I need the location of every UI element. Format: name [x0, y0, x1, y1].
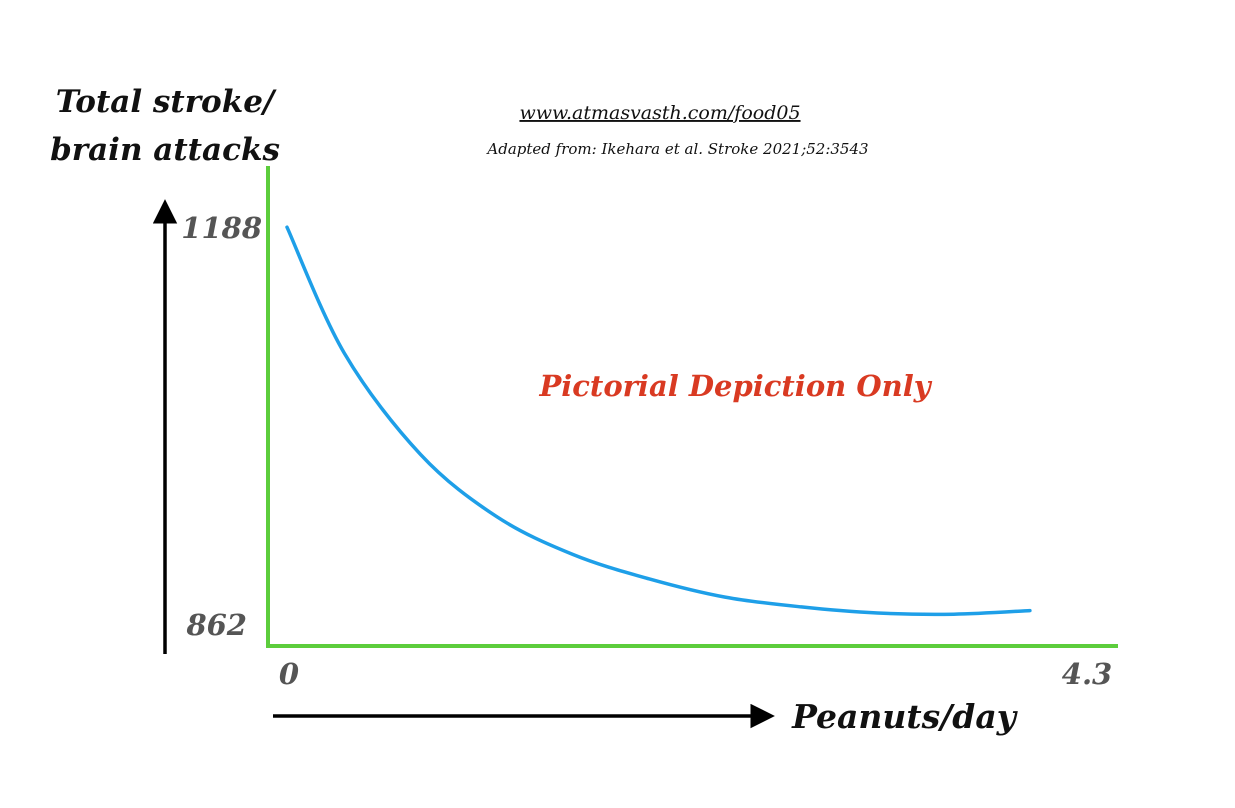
x-axis-label: Peanuts/day	[791, 697, 1019, 736]
series-line	[285, 225, 1032, 617]
y-axis-label-line-1: Total stroke/	[56, 84, 277, 120]
source-citation: Adapted from: Ikehara et al. Stroke 2021…	[485, 140, 868, 158]
y-tick-label-max: 1188	[181, 211, 262, 245]
x-tick-label-max: 4.3	[1062, 657, 1112, 691]
source-url[interactable]: www.atmasvasth.com/food05	[519, 102, 800, 124]
pictorial-depiction-note: Pictorial Depiction Only	[538, 369, 932, 403]
y-axis-label-line-2: brain attacks	[50, 132, 280, 168]
y-tick-label-min: 862	[185, 608, 247, 642]
x-tick-label-min: 0	[279, 657, 299, 691]
